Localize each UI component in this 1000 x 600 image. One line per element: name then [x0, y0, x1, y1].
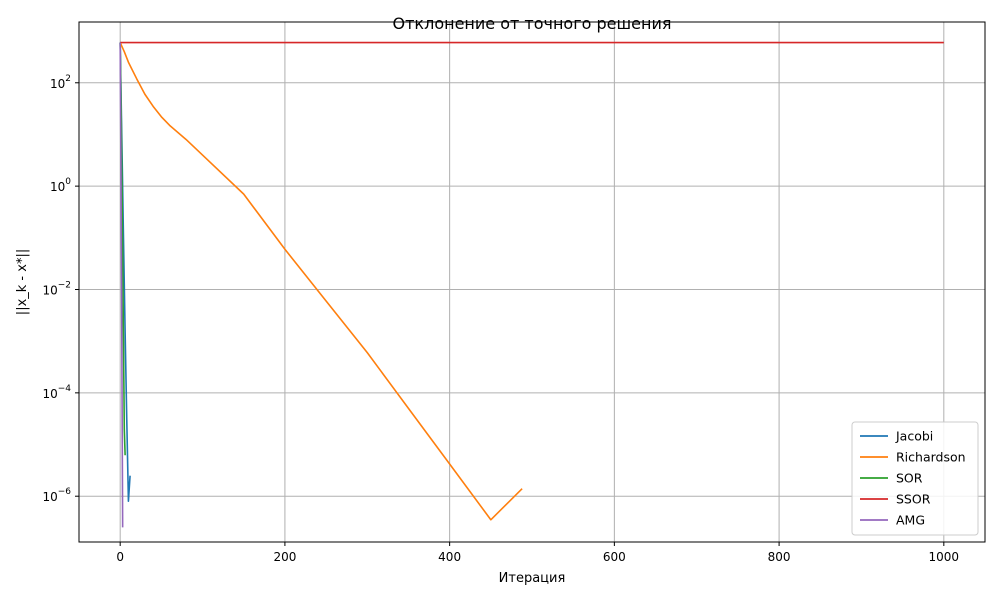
y-tick-label: 102	[50, 74, 71, 91]
legend-label: Jacobi	[895, 429, 933, 444]
x-tick-label: 400	[438, 550, 461, 564]
y-tick-label: 10−2	[42, 280, 71, 297]
x-axis-label: Итерация	[499, 571, 566, 586]
legend-label: Richardson	[896, 450, 966, 465]
axes-frame	[78, 21, 986, 543]
x-tick-label: 600	[603, 550, 626, 564]
legend-label: SOR	[896, 471, 923, 486]
y-tick-label: 100	[50, 177, 71, 194]
series-line-richardson	[119, 42, 523, 521]
x-tick-label: 0	[116, 550, 124, 564]
legend-label: SSOR	[896, 492, 931, 507]
y-tick-label: 10−4	[42, 384, 71, 401]
legend: Jacobi Richardson SOR SSOR AMG	[851, 421, 979, 536]
legend-box	[851, 421, 979, 536]
series-lines	[119, 41, 944, 528]
legend-label: AMG	[896, 513, 925, 528]
chart-title: Отклонение от точного решения	[393, 14, 672, 33]
x-tick-label: 800	[768, 550, 791, 564]
x-tick-label: 200	[273, 550, 296, 564]
y-tick-label: 10−6	[42, 487, 71, 504]
x-tick-label: 1000	[929, 550, 960, 564]
series-line-amg	[119, 42, 124, 528]
y-axis-label: ||x_k - x*||	[15, 249, 30, 315]
ticks: 0 200 400 600 800 1000 10−6 10−4 10−2 100 102	[42, 74, 959, 564]
grid	[79, 22, 985, 542]
